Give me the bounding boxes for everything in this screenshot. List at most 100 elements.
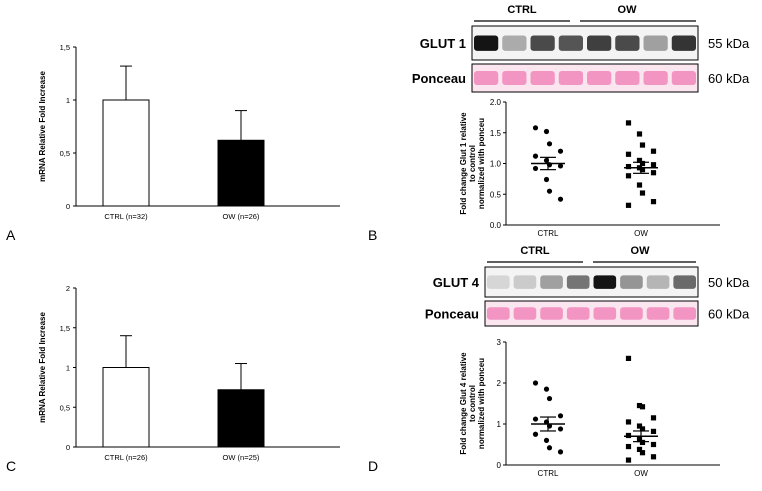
blot-b-group-label-ow: OW [618, 4, 638, 16]
panel-d-point-ow [625, 419, 632, 425]
panel-a-x-tick-label: CTRL (n=32) [104, 212, 148, 221]
panel-b-point-ow [636, 131, 643, 137]
panel-b-point-ow [639, 160, 646, 167]
panel-b-point-ctrl [543, 176, 550, 183]
panel-d-point-ow [650, 454, 657, 460]
panel-c-x-tick-label: OW (n=25) [223, 453, 260, 462]
panel-letter-b: B [368, 227, 377, 243]
panel-d-y-tick-label: 1 [497, 420, 502, 429]
panel-d-y-tick-label: 2 [497, 379, 502, 388]
blot-b-protein-band [587, 35, 612, 51]
panel-a-bar [217, 139, 265, 207]
panel-d-point-ctrl [557, 426, 564, 432]
panel-c-x-tick-label: CTRL (n=26) [104, 453, 148, 462]
blot-b-protein-band [671, 35, 696, 51]
panel-c-bar [217, 389, 265, 448]
panel-d-x-tick-label: CTRL [538, 469, 559, 478]
blot-d-ponceau-band [673, 307, 696, 320]
panel-d-point-ctrl [557, 413, 564, 419]
blot-d-ponceau-band [593, 307, 617, 320]
blot-d-ponceau-band [620, 307, 643, 320]
blot-d-protein-band [513, 275, 537, 289]
panel-b-y-tick-label: 0.5 [490, 190, 502, 199]
panel-d-point-ow [650, 428, 657, 434]
panel-d-point-ctrl [532, 416, 539, 422]
panel-a-y-tick-label: 0 [66, 202, 70, 211]
panel-b-point-ow [625, 151, 632, 157]
blot-b-loading-label: Ponceau [412, 71, 466, 86]
blot-b-loading-kda: 60 kDa [708, 71, 750, 86]
panel-b-point-ow [625, 120, 632, 126]
panel-c-y-tick-label: 0 [66, 443, 70, 452]
panel-a-y-tick-label: 1 [66, 96, 70, 105]
panel-b-point-ctrl [546, 188, 553, 194]
panel-b-point-ow [650, 162, 657, 168]
panel-c-y-tick-label: 0,5 [60, 403, 70, 412]
panel-b-y-tick-label: 0.0 [490, 221, 502, 230]
panel-a-y-axis-label: mRNA Relative Fold Increase [38, 71, 47, 182]
panel-b-x-tick-label: OW [634, 229, 648, 238]
blot-d-protein-band [566, 275, 590, 289]
panel-d-point-ow [650, 441, 657, 448]
panel-d-point-ctrl [543, 386, 550, 392]
panel-d-point-ow [636, 402, 643, 409]
blot-d-protein-band [487, 275, 510, 289]
blot-b-protein-kda: 55 kDa [708, 36, 750, 51]
blot-b-ponceau-band [530, 71, 555, 85]
panel-c-bar-chart: 0 0,5 1 1,5 2 mRNA Relative Fold Increase CTRL… [38, 284, 340, 462]
blot-b-ponceau-band [558, 71, 583, 85]
panel-b-y-tick-label: 2.0 [490, 98, 502, 107]
blot-d-protein-band [673, 275, 696, 289]
panel-d-point-ow [625, 457, 632, 463]
blot-d-group-label-ctrl: CTRL [520, 245, 550, 257]
panel-d-point-ctrl [543, 437, 550, 443]
panel-c-y-tick-label: 1,5 [60, 324, 70, 333]
panel-b-y-tick-label: 1.0 [490, 160, 502, 169]
panel-d-point-ow [625, 432, 632, 439]
panel-d-point-ow [639, 426, 646, 432]
panel-b-western-blot: CTRL OW GLUT 1 Ponceau 55 kDa 60 kDa [412, 4, 750, 93]
panel-b-point-ctrl [557, 163, 564, 169]
panel-d-western-blot: CTRL OW GLUT 4 Ponceau 50 kDa 60 kDa [425, 245, 750, 327]
panel-d-point-ow [639, 439, 646, 446]
panel-b-point-ow [639, 167, 646, 173]
panel-b-y-axis-label: Fold change Glut 1 relativeto controlnor… [459, 112, 486, 215]
panel-b-point-ctrl [546, 141, 553, 147]
panel-b-point-ctrl [532, 153, 539, 159]
blot-b-protein-band [558, 35, 583, 51]
blot-d-protein-band [593, 275, 617, 289]
panel-letter-a: A [6, 227, 16, 243]
blot-d-ponceau-band [540, 307, 563, 320]
blot-b-ponceau-band [587, 71, 612, 85]
blot-b-protein-band [502, 35, 527, 51]
panel-d-y-axis-label: Fold change Glut 4 relativeto controlnor… [459, 352, 486, 455]
panel-d-point-ctrl [546, 395, 553, 402]
panel-b-point-ow [625, 163, 632, 170]
panel-b-point-ow [650, 199, 657, 205]
panel-a-y-tick-label: 1,5 [60, 43, 70, 52]
panel-c-y-tick-label: 1 [66, 364, 70, 373]
blot-b-ponceau-band [474, 71, 499, 85]
blot-d-ponceau-band [513, 307, 537, 320]
blot-b-group-label-ctrl: CTRL [507, 4, 537, 16]
panel-d-point-ctrl [532, 380, 539, 386]
blot-d-ponceau-band [487, 307, 510, 320]
blot-b-ponceau-band [671, 71, 696, 85]
panel-b-point-ctrl [532, 125, 539, 131]
blot-d-protein-band [540, 275, 563, 289]
panel-a-bar-chart: 0 0,5 1 1,5 mRNA Relative Fold Increase CTRL … [38, 43, 340, 221]
panel-d-point-ow [636, 423, 643, 429]
blot-b-protein-band [643, 35, 668, 51]
panel-b-y-tick-label: 1.5 [490, 129, 502, 138]
panel-b-point-ow [639, 190, 646, 196]
panel-d-point-ow [639, 404, 646, 410]
blot-b-protein-band [615, 35, 640, 51]
panel-b-point-ow [636, 157, 643, 164]
panel-d-point-ctrl [546, 445, 553, 451]
panel-b-point-ow [636, 182, 643, 188]
panel-b-point-ow [625, 173, 632, 179]
panel-a-bar [102, 99, 150, 207]
blot-d-protein-band [620, 275, 643, 289]
blot-d-protein-kda: 50 kDa [708, 275, 750, 290]
